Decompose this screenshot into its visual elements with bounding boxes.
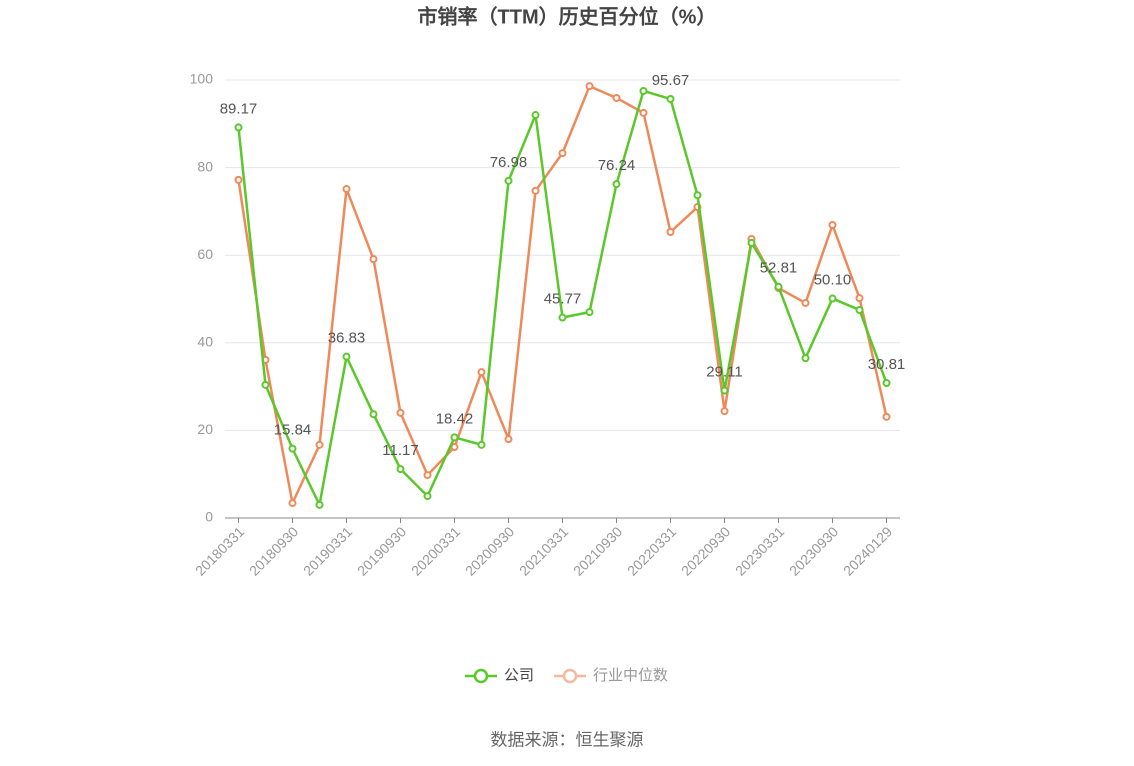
point xyxy=(342,352,351,361)
point xyxy=(315,500,324,509)
point xyxy=(612,180,621,189)
point xyxy=(288,499,297,508)
point xyxy=(720,386,729,395)
point xyxy=(558,313,567,322)
data-label: 89.17 xyxy=(220,100,258,117)
point xyxy=(855,305,864,314)
point xyxy=(639,86,648,95)
point xyxy=(423,492,432,501)
data-label: 11.17 xyxy=(382,442,418,459)
point xyxy=(477,440,486,449)
x-tick-label: 20190331 xyxy=(300,523,356,579)
x-tick-label: 20210331 xyxy=(516,523,572,579)
data-label: 36.83 xyxy=(328,330,366,347)
x-tick-label: 20200930 xyxy=(462,523,518,579)
point xyxy=(477,368,486,377)
legend-marker xyxy=(473,668,489,684)
point xyxy=(801,354,810,363)
point xyxy=(396,465,405,474)
point xyxy=(747,238,756,247)
point xyxy=(531,111,540,120)
point xyxy=(585,82,594,91)
point xyxy=(288,444,297,453)
point xyxy=(450,443,459,452)
point xyxy=(585,308,594,317)
point xyxy=(423,471,432,480)
y-tick-label: 100 xyxy=(190,71,214,87)
x-tick-label: 20200331 xyxy=(408,523,464,579)
point xyxy=(693,191,702,200)
point xyxy=(369,255,378,264)
chart-title: 市销率（TTM）历史百分位（%） xyxy=(418,4,717,28)
x-tick-label: 20220331 xyxy=(624,523,680,579)
point xyxy=(531,186,540,195)
point xyxy=(558,149,567,158)
data-label: 76.98 xyxy=(490,154,528,171)
point xyxy=(666,227,675,236)
point xyxy=(855,294,864,303)
data-label: 76.24 xyxy=(598,157,636,174)
y-tick-label: 0 xyxy=(205,509,213,525)
point xyxy=(882,379,891,388)
source: 数据来源：恒生聚源 xyxy=(491,730,644,749)
legend-label: 公司 xyxy=(504,667,534,684)
point xyxy=(639,108,648,117)
y-tick-label: 20 xyxy=(197,421,213,437)
x-tick-label: 20230930 xyxy=(786,523,842,579)
x-tick-label: 20240129 xyxy=(840,523,896,579)
point xyxy=(882,412,891,421)
data-label: 15.84 xyxy=(274,422,312,439)
point xyxy=(234,123,243,132)
x-tick-label: 20210930 xyxy=(570,523,626,579)
point xyxy=(801,298,810,307)
x-tick-label: 20220930 xyxy=(678,523,734,579)
y-tick-label: 80 xyxy=(197,158,213,174)
data-label: 18.42 xyxy=(436,410,474,427)
point xyxy=(396,408,405,417)
legend-marker xyxy=(562,668,578,684)
x-tick-label: 20180930 xyxy=(246,523,302,579)
data-label: 50.10 xyxy=(814,272,852,289)
point xyxy=(828,220,837,229)
point xyxy=(234,175,243,184)
point xyxy=(342,185,351,194)
data-label: 95.67 xyxy=(652,72,690,89)
point xyxy=(666,94,675,103)
y-tick-label: 60 xyxy=(197,246,213,262)
point xyxy=(828,294,837,303)
y-tick-label: 40 xyxy=(197,334,213,350)
point xyxy=(504,176,513,185)
data-label: 52.81 xyxy=(760,260,798,277)
point xyxy=(612,93,621,102)
point xyxy=(720,407,729,416)
point xyxy=(369,410,378,419)
data-label: 29.11 xyxy=(706,363,742,380)
data-label: 30.81 xyxy=(868,356,906,373)
x-tick-label: 20230331 xyxy=(732,523,788,579)
point xyxy=(504,435,513,444)
data-label: 45.77 xyxy=(544,290,582,307)
legend-label: 行业中位数 xyxy=(593,667,668,684)
point xyxy=(261,380,270,389)
x-tick-label: 20190930 xyxy=(354,523,410,579)
point xyxy=(315,440,324,449)
point xyxy=(450,433,459,442)
point xyxy=(774,282,783,291)
x-tick-label: 20180331 xyxy=(192,523,248,579)
